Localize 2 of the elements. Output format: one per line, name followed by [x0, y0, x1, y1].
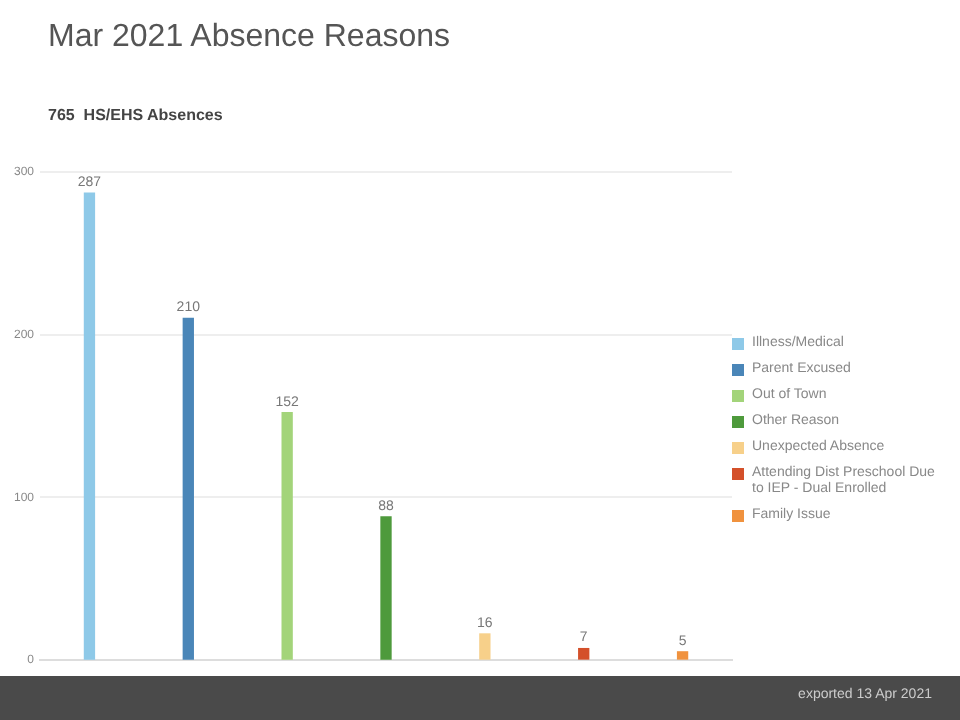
- chart-title: Mar 2021 Absence Reasons: [48, 20, 451, 56]
- chart-subtitle: 765 HS/EHS Absences: [48, 106, 223, 124]
